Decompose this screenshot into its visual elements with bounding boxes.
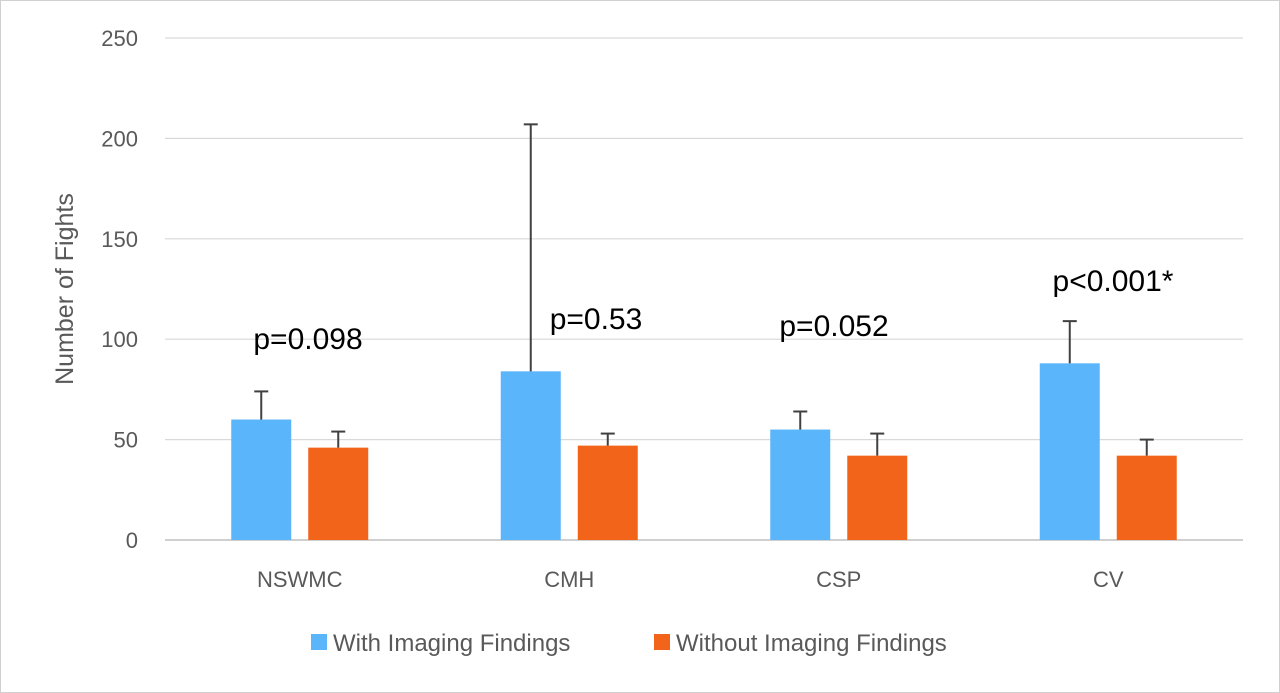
bar-with-nswmc <box>231 419 292 540</box>
x-category-label: CSP <box>816 567 861 592</box>
y-axis-ticks: 0 50 100 150 200 250 <box>101 26 138 553</box>
y-axis-label: Number of Fights <box>51 193 79 385</box>
x-category-label: NSWMC <box>257 567 343 592</box>
legend: With Imaging Findings Without Imaging Fin… <box>311 630 947 657</box>
bar-without-nswmc <box>308 447 369 540</box>
p-value-annotation: p=0.53 <box>550 303 643 336</box>
bar-without-cv <box>1116 455 1177 540</box>
y-tick-label: 150 <box>101 227 138 252</box>
bar-with-csp <box>770 429 831 540</box>
y-tick-label: 50 <box>114 428 138 453</box>
p-value-annotation: p<0.001* <box>1053 265 1174 298</box>
p-value-annotation: p=0.052 <box>779 310 888 343</box>
y-tick-label: 100 <box>101 327 138 352</box>
legend-label: Without Imaging Findings <box>676 630 947 657</box>
bar-without-csp <box>847 455 908 540</box>
bars <box>231 363 1177 540</box>
y-tick-label: 200 <box>101 126 138 151</box>
bar-without-cmh <box>577 445 638 540</box>
x-category-label: CV <box>1093 567 1124 592</box>
y-tick-label: 0 <box>126 528 138 553</box>
p-value-annotation: p=0.098 <box>253 323 362 356</box>
x-category-label: CMH <box>544 567 594 592</box>
legend-label: With Imaging Findings <box>333 630 570 657</box>
bar-with-cmh <box>500 371 561 540</box>
y-tick-label: 250 <box>101 26 138 51</box>
legend-swatch-with <box>311 634 327 650</box>
error-bars <box>254 123 1154 456</box>
bar-with-cv <box>1039 363 1100 540</box>
x-axis-categories: NSWMC CMH CSP CV <box>257 567 1124 592</box>
legend-swatch-without <box>654 634 670 650</box>
p-value-annotations: p=0.098 p=0.53 p=0.052 p<0.001* <box>253 265 1173 356</box>
